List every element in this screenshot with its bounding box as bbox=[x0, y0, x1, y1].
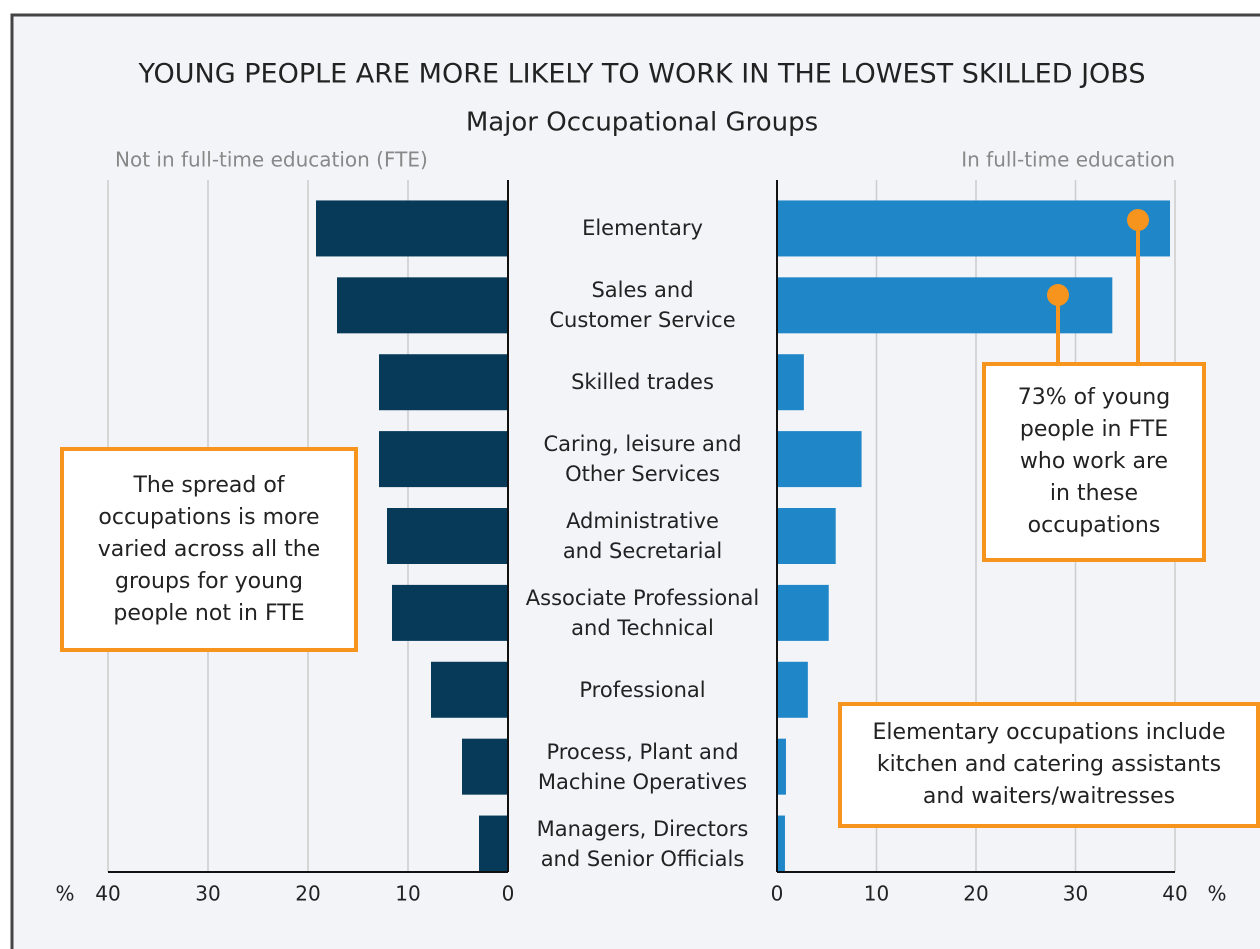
bar bbox=[777, 508, 836, 564]
category-label: Caring, leisure and Other Services bbox=[543, 432, 742, 487]
x-tick-label: 20 bbox=[963, 882, 988, 906]
bar bbox=[777, 200, 1171, 257]
x-tick-label: 40 bbox=[1162, 882, 1187, 906]
annotation: Elementary occupations include kitchen a… bbox=[838, 702, 1260, 828]
bar bbox=[777, 584, 829, 641]
legend-right: In full-time education bbox=[961, 148, 1175, 172]
category-label: Administrative and Secretarial bbox=[562, 509, 723, 563]
annotation: The spread of occupations is more varied… bbox=[60, 447, 358, 652]
bar bbox=[777, 815, 785, 872]
bar bbox=[431, 661, 508, 718]
x-tick-label: 30 bbox=[195, 882, 220, 906]
category-label: Managers, Directors and Senior Officials bbox=[536, 816, 749, 871]
x-tick-label: 0 bbox=[502, 882, 515, 906]
bar bbox=[379, 431, 508, 488]
legend-left: Not in full-time education (FTE) bbox=[115, 148, 428, 172]
category-label: Elementary bbox=[582, 216, 703, 241]
category-label: Professional bbox=[579, 677, 706, 702]
bar bbox=[462, 738, 508, 795]
category-label: Process, Plant and Machine Operatives bbox=[537, 739, 748, 794]
callout-dot bbox=[1127, 209, 1149, 231]
category-label: Sales and Customer Service bbox=[549, 278, 736, 333]
x-tick-label: 20 bbox=[295, 882, 320, 906]
x-tick-label: 40 bbox=[95, 882, 120, 906]
chart-title: YOUNG PEOPLE ARE MORE LIKELY TO WORK IN … bbox=[138, 59, 1146, 90]
annotation: 73% of young people in FTE who work are … bbox=[982, 362, 1206, 562]
bar bbox=[379, 354, 508, 411]
bar bbox=[337, 277, 508, 334]
bar bbox=[316, 200, 508, 257]
category-label: Skilled trades bbox=[571, 370, 714, 395]
bar bbox=[392, 584, 508, 641]
bar bbox=[777, 661, 808, 718]
unit-right: % bbox=[1207, 882, 1226, 906]
callout-dot bbox=[1047, 284, 1069, 306]
x-tick-label: 10 bbox=[395, 882, 420, 906]
chart-subtitle: Major Occupational Groups bbox=[466, 108, 818, 138]
category-label: Associate Professional and Technical bbox=[525, 585, 760, 640]
x-tick-label: 10 bbox=[864, 882, 889, 906]
unit-left: % bbox=[55, 882, 74, 906]
bar bbox=[479, 815, 508, 872]
x-tick-label: 0 bbox=[771, 882, 784, 906]
bar bbox=[387, 508, 508, 564]
bar bbox=[777, 431, 862, 488]
x-tick-label: 30 bbox=[1063, 882, 1088, 906]
bar bbox=[777, 738, 786, 795]
bar bbox=[777, 354, 804, 411]
